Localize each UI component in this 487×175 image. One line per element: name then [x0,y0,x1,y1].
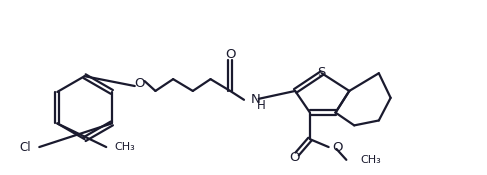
Text: O: O [289,151,300,164]
Text: O: O [134,77,145,90]
Text: CH₃: CH₃ [114,142,135,152]
Text: Cl: Cl [20,141,32,153]
Text: O: O [333,141,343,153]
Text: O: O [225,48,235,61]
Text: S: S [318,66,326,79]
Text: H: H [257,99,265,112]
Text: CH₃: CH₃ [360,155,381,165]
Text: N: N [251,93,261,106]
